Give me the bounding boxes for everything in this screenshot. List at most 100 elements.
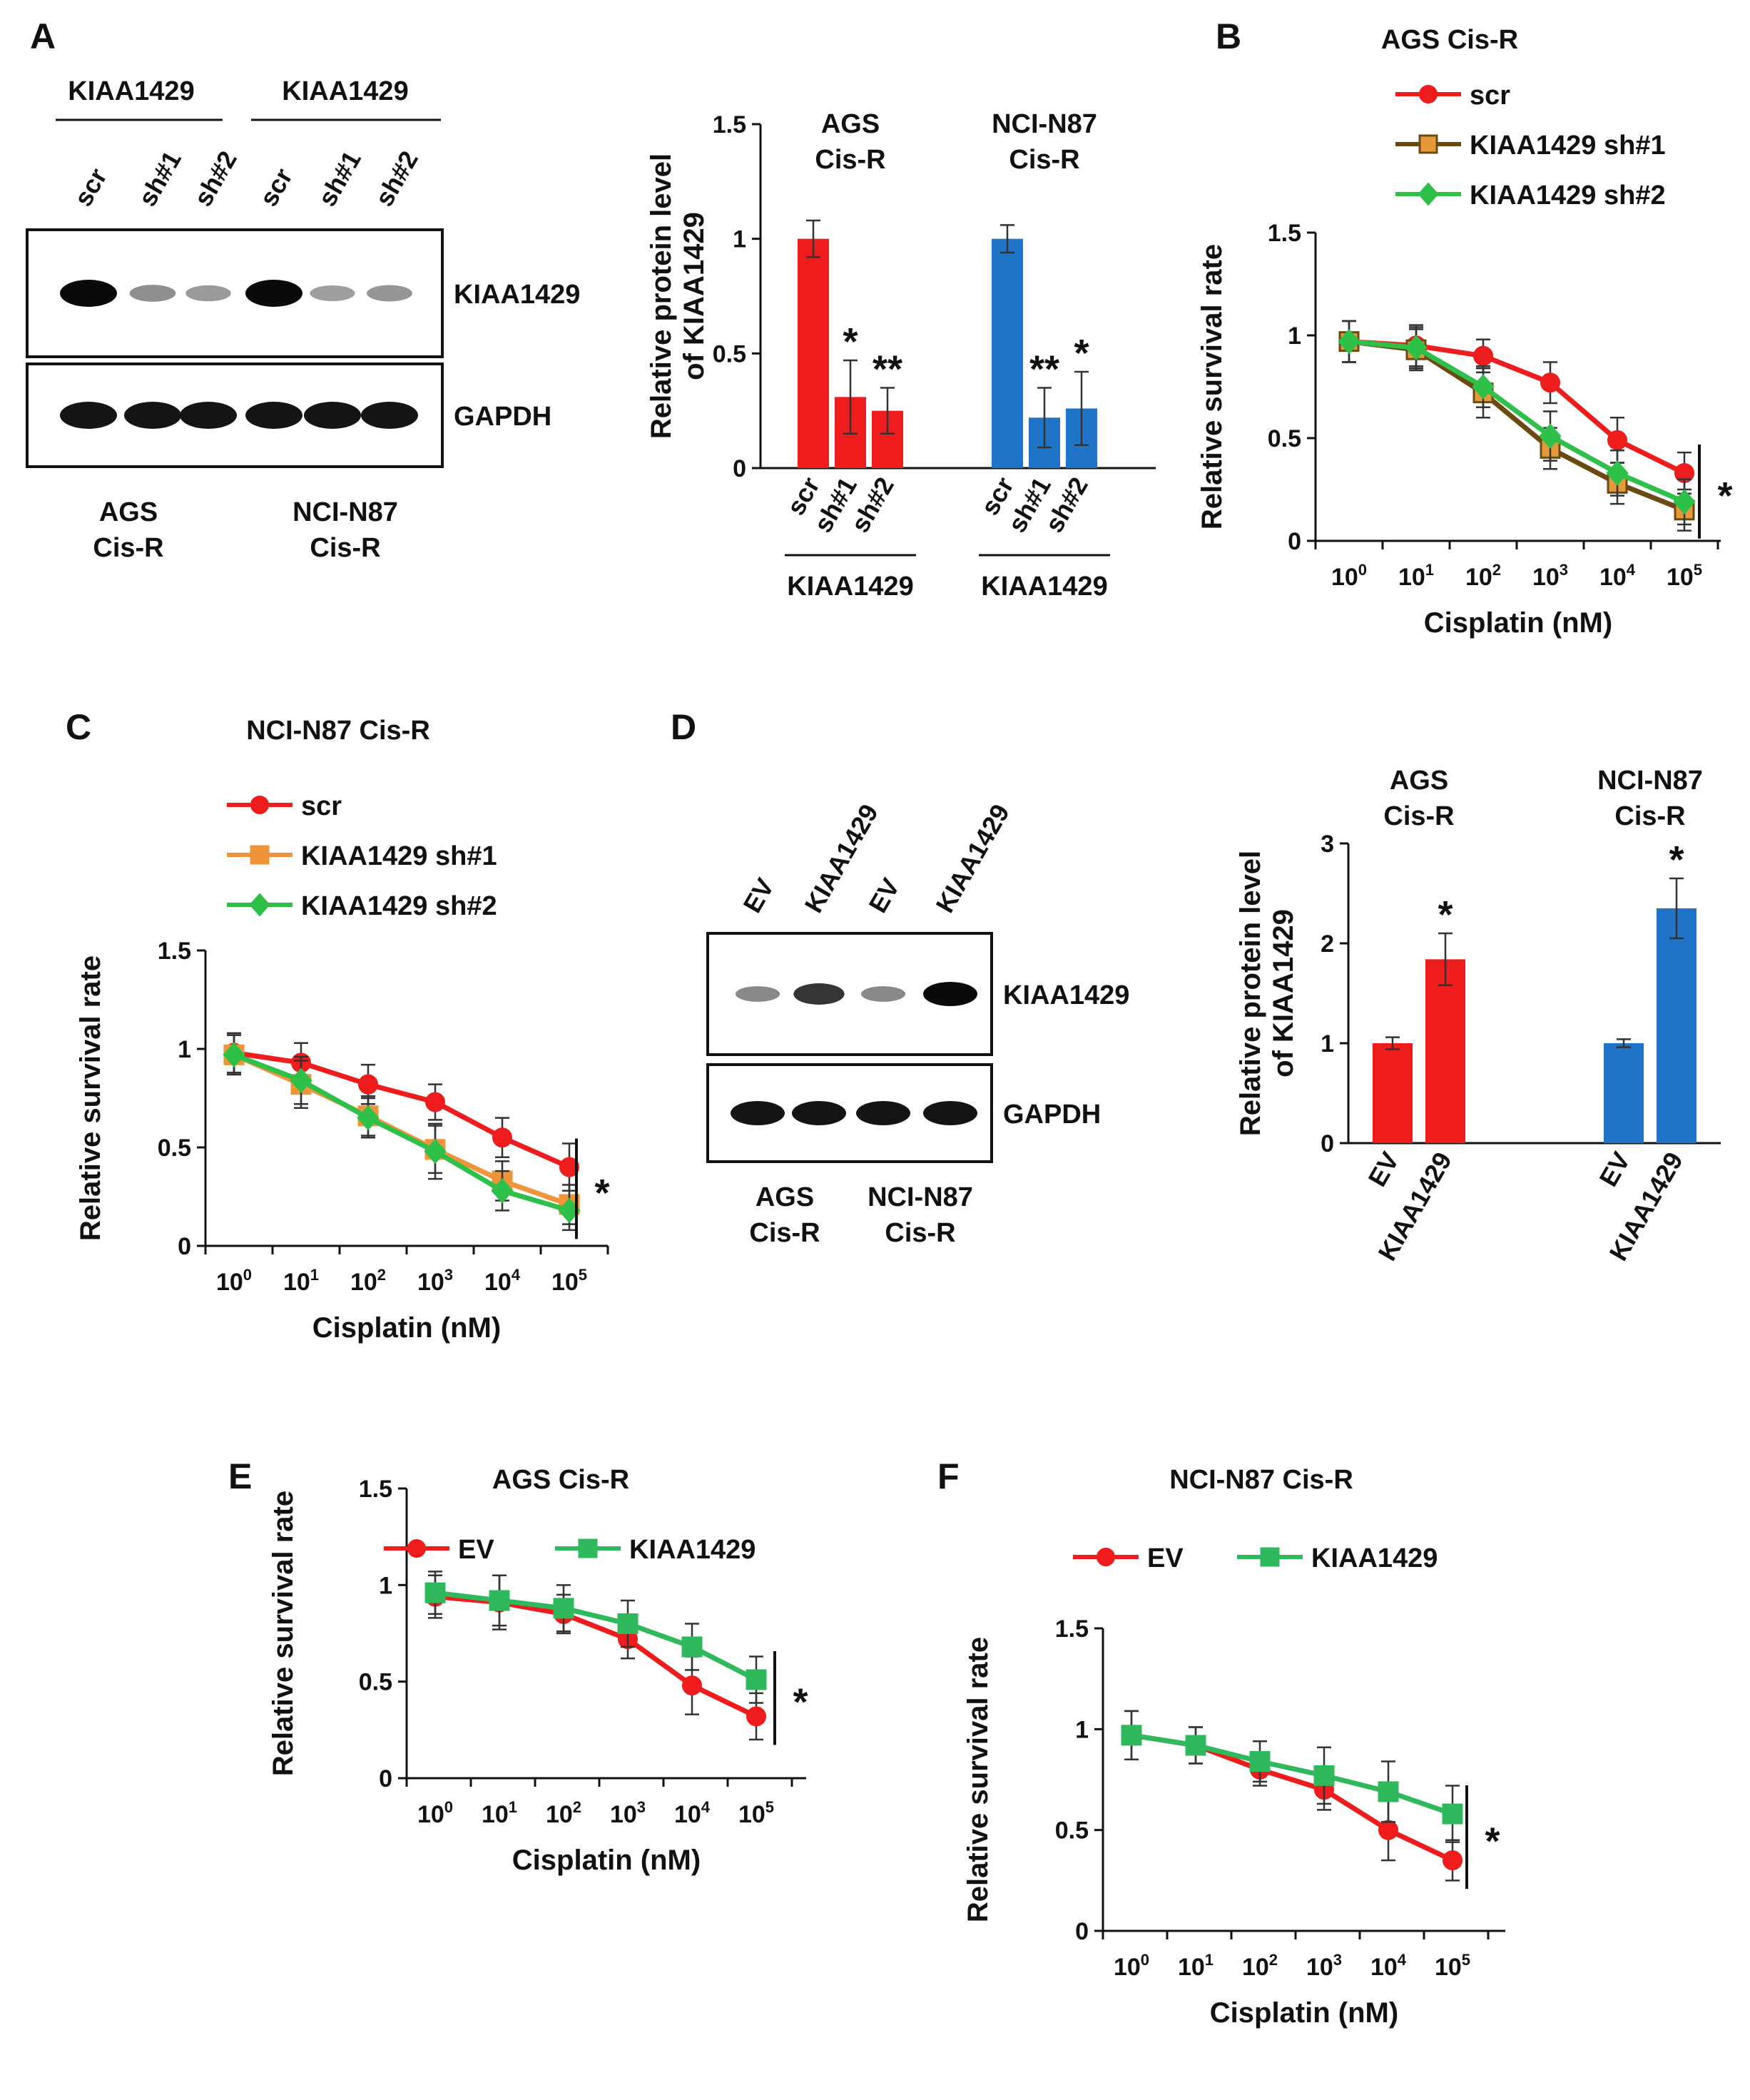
data-point xyxy=(492,1127,512,1148)
significance-star: ** xyxy=(1029,348,1059,391)
category-label: EV xyxy=(1362,1147,1405,1192)
bar xyxy=(1604,1043,1644,1143)
data-point xyxy=(681,1636,703,1658)
y-tick-label: 1.5 xyxy=(1055,1615,1089,1643)
y-tick-label: 1 xyxy=(1075,1716,1089,1743)
significance-star: * xyxy=(1485,1820,1500,1863)
data-point xyxy=(1185,1735,1206,1756)
legend-label: KIAA1429 sh#2 xyxy=(1470,181,1666,210)
band-gapdh xyxy=(60,402,117,429)
data-point xyxy=(1442,1803,1463,1825)
bar xyxy=(1373,1043,1413,1143)
group-label: KIAA1429 xyxy=(787,572,913,602)
lane-label: EV xyxy=(863,873,905,918)
legend-label: EV xyxy=(458,1535,494,1565)
band-kiaa1429 xyxy=(245,280,302,307)
data-point xyxy=(559,1157,579,1177)
lane-label: scr xyxy=(68,163,113,211)
legend-label: KIAA1429 xyxy=(629,1535,756,1565)
data-point xyxy=(290,1067,312,1093)
series-line xyxy=(434,1590,758,1683)
significance-star: * xyxy=(1438,893,1453,936)
y-tick-label: 1 xyxy=(178,1036,191,1063)
y-tick-label: 0 xyxy=(1288,528,1301,555)
lane-label: scr xyxy=(253,163,298,211)
data-point xyxy=(425,1092,445,1112)
panel-letter: D xyxy=(671,707,696,747)
legend-marker xyxy=(1260,1547,1280,1567)
panel-letter: C xyxy=(66,707,91,747)
y-tick-label: 0.5 xyxy=(1055,1817,1089,1845)
legend-marker xyxy=(250,845,270,865)
x-tick-label: 100 xyxy=(1114,1951,1149,1981)
band-gapdh xyxy=(180,402,237,429)
panel-e: E 0 0.5 1 1.5 100 101 102 103 104 105 Cisplatin (nM… xyxy=(228,1456,808,1876)
x-tick-label: 105 xyxy=(1435,1951,1470,1981)
cell-line-label: AGS xyxy=(756,1182,814,1212)
group-title: Cis-R xyxy=(1614,801,1685,831)
x-tick-label: 104 xyxy=(484,1266,521,1296)
band-gapdh xyxy=(124,402,181,429)
y-tick-label: 0.5 xyxy=(713,340,746,367)
data-point xyxy=(424,1138,447,1165)
cell-line-label: AGS xyxy=(99,497,158,527)
x-tick-label: 105 xyxy=(1667,561,1702,591)
bar xyxy=(1425,959,1465,1143)
cell-line-label: NCI-N87 xyxy=(868,1182,973,1212)
bar xyxy=(1657,908,1696,1143)
band-kiaa1429 xyxy=(185,285,231,302)
legend-marker xyxy=(249,893,270,917)
lane-label: KIAA1429 xyxy=(930,799,1015,918)
significance-star: ** xyxy=(873,348,902,391)
legend-marker xyxy=(1097,1548,1115,1566)
x-axis-label: Cisplatin (nM) xyxy=(1210,1997,1398,2029)
x-tick-label: 103 xyxy=(610,1798,646,1828)
data-point xyxy=(1338,328,1360,355)
significance-star: * xyxy=(594,1172,609,1214)
x-tick-label: 103 xyxy=(1306,1951,1342,1981)
band-gapdh xyxy=(361,402,418,429)
bar xyxy=(798,238,829,468)
data-point xyxy=(1472,374,1495,400)
y-axis-label: Relative survival rate xyxy=(1196,244,1228,529)
x-tick-label: 104 xyxy=(674,1798,711,1828)
y-tick-label: 0.5 xyxy=(1268,425,1301,452)
y-tick-label: 1.5 xyxy=(1268,220,1301,247)
y-tick-label: 1.5 xyxy=(713,111,746,138)
x-axis-label: Cisplatin (nM) xyxy=(512,1845,701,1876)
chart-title: NCI-N87 Cis-R xyxy=(1169,1465,1353,1495)
data-point xyxy=(617,1613,639,1634)
data-point xyxy=(1313,1765,1335,1786)
band-kiaa1429 xyxy=(923,982,977,1006)
data-point xyxy=(1443,1850,1462,1871)
y-tick-label: 1 xyxy=(1288,323,1301,350)
legend-marker xyxy=(250,796,269,814)
panel-c: C 0 0.5 1 1.5 100 101 102 103 104 105 Cisplatin (nM… xyxy=(66,707,610,1344)
panel-f: F 0 0.5 1 1.5 100 101 102 103 104 105 Cisplatin (nM… xyxy=(937,1456,1505,2029)
x-tick-label: 101 xyxy=(283,1266,319,1296)
data-point xyxy=(553,1598,574,1619)
data-point xyxy=(1539,423,1562,449)
x-axis-label: Cisplatin (nM) xyxy=(312,1312,501,1344)
y-tick-label: 1.5 xyxy=(359,1476,392,1503)
data-point xyxy=(223,1042,245,1068)
chart-title: NCI-N87 Cis-R xyxy=(246,716,430,746)
lane-label: EV xyxy=(737,873,780,918)
data-point xyxy=(682,1675,702,1696)
x-tick-label: 100 xyxy=(216,1266,252,1296)
data-point xyxy=(357,1105,380,1131)
data-point xyxy=(358,1074,378,1095)
data-point xyxy=(1607,430,1627,450)
data-point xyxy=(1249,1751,1271,1772)
data-point xyxy=(746,1706,766,1727)
data-point xyxy=(1121,1725,1142,1746)
x-tick-label: 100 xyxy=(417,1798,453,1828)
legend-label: KIAA1429 sh#2 xyxy=(301,891,497,921)
y-tick-label: 0.5 xyxy=(158,1135,191,1162)
y-tick-label: 3 xyxy=(1321,831,1334,858)
band-gapdh xyxy=(856,1101,910,1125)
legend-label: EV xyxy=(1147,1543,1184,1573)
band-gapdh xyxy=(245,402,302,429)
